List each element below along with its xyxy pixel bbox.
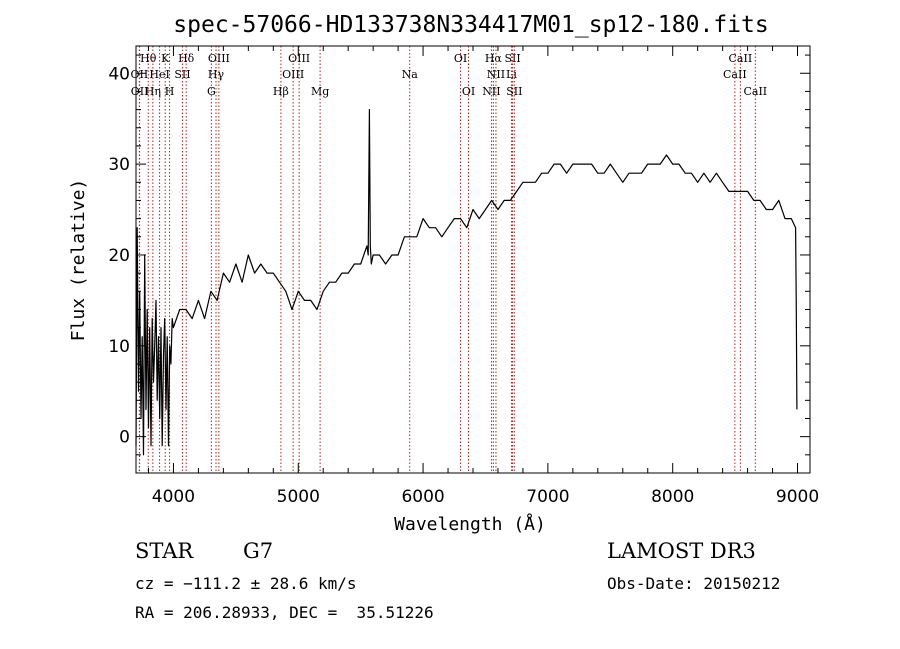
line-id-label: NII: [487, 68, 505, 81]
plot-frame: [135, 45, 811, 474]
observation-date: Obs-Date: 20150212: [607, 574, 781, 593]
y-tick-label: 10: [108, 337, 130, 357]
x-axis-label: Wavelength (Å): [394, 513, 546, 535]
line-id-label: OIII: [288, 52, 310, 65]
line-id-label: Hγ: [208, 68, 225, 81]
redshift-velocity: cz = −111.2 ± 28.6 km/s: [135, 574, 357, 593]
object-class: STAR: [135, 539, 194, 563]
line-id-label: H: [165, 85, 175, 98]
line-id-label: Hη: [145, 85, 161, 98]
line-id-label: SII: [504, 52, 520, 65]
line-id-label: HeI: [149, 68, 169, 81]
object-subclass: G7: [243, 539, 274, 563]
line-id-label: SII: [506, 85, 522, 98]
line-id-label: OI: [462, 85, 475, 98]
survey-name: LAMOST DR3: [607, 539, 756, 563]
y-axis-label: Flux (relative): [68, 179, 89, 342]
x-tick-label: 6000: [401, 487, 444, 507]
line-id-label: Mg: [311, 85, 329, 98]
y-tick-label: 30: [108, 155, 130, 175]
line-id-label: SII: [174, 68, 190, 81]
line-id-label: Hβ: [273, 85, 289, 98]
y-tick-label: 20: [108, 246, 130, 266]
y-tick-label: 40: [108, 64, 130, 84]
line-id-label: OI: [454, 52, 467, 65]
x-tick-label: 5000: [277, 487, 320, 507]
line-id-label: G: [207, 85, 216, 98]
line-id-label: Hα: [485, 52, 503, 65]
x-tick-label: 9000: [776, 487, 819, 507]
line-id-label: CaII: [729, 52, 753, 65]
line-id-label: CaII: [723, 68, 747, 81]
line-id-label: Li: [506, 68, 517, 81]
x-tick-label: 7000: [526, 487, 569, 507]
coordinates: RA = 206.28933, DEC = 35.51226: [135, 603, 434, 622]
line-id-label: OIII: [208, 52, 230, 65]
spectrum-line: [135, 108, 798, 456]
line-id-label: NII: [482, 85, 500, 98]
series-group: [135, 108, 798, 456]
line-id-label: CaII: [743, 85, 767, 98]
line-id-label: Hθ: [140, 52, 157, 65]
x-tick-label: 4000: [152, 487, 195, 507]
x-tick-label: 8000: [651, 487, 694, 507]
y-tick-label: 0: [119, 428, 130, 448]
chart-title: spec-57066-HD133738N334417M01_sp12-180.f…: [173, 12, 768, 38]
line-id-label: Hδ: [178, 52, 195, 65]
line-id-label: OIII: [282, 68, 304, 81]
line-id-label: K: [161, 52, 170, 65]
axes: 4000 5000 6000 7000 8000 9000 0 10 20 30 40: [108, 45, 819, 507]
line-id-label: Na: [402, 68, 419, 81]
